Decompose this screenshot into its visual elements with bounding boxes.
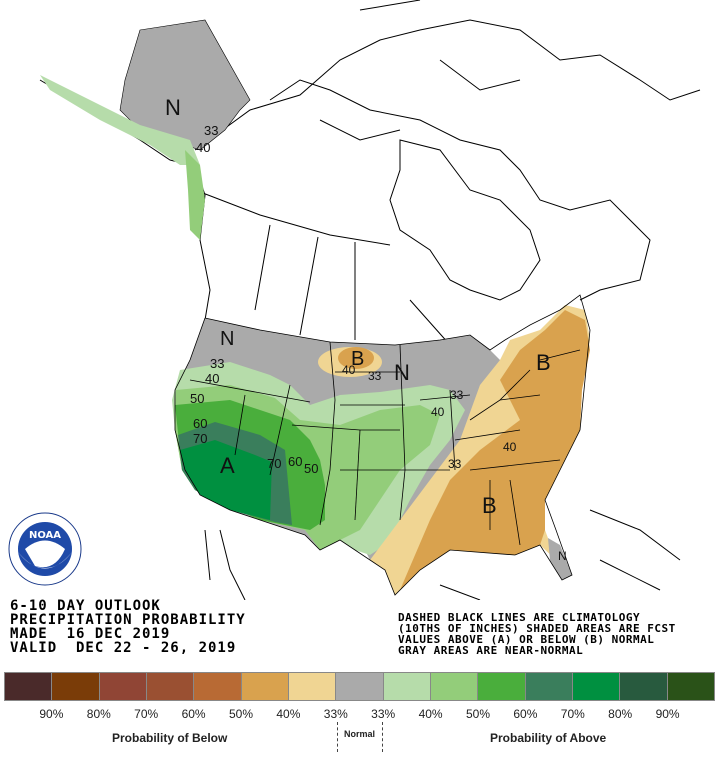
note-line-2: (10THS OF INCHES) SHADED AREAS ARE FCST [398, 622, 676, 635]
note-line-3: VALUES ABOVE (A) OR BELOW (B) NORMAL [398, 633, 655, 646]
label-gl-33: 33 [450, 388, 464, 402]
normal-divider-right [382, 722, 383, 752]
made-date: MADE 16 DEC 2019 [10, 626, 171, 642]
label-sw-a: A [220, 453, 235, 478]
legend-label: 90% [655, 707, 680, 721]
note-line-4: GRAY AREAS ARE NEAR-NORMAL [398, 644, 584, 657]
alaska-above-area [40, 75, 200, 165]
nd-below-40-area [338, 347, 374, 369]
legend-label: 50% [465, 707, 491, 721]
label-se-40: 40 [503, 440, 517, 454]
label-se-b: B [482, 493, 497, 518]
legend-label: 40% [276, 707, 301, 721]
legend-swatch [383, 673, 431, 700]
legend-swatch [620, 673, 668, 700]
florida-near-normal-area [548, 538, 572, 580]
label-gl-40: 40 [431, 405, 445, 419]
label-nw-50: 50 [190, 391, 204, 406]
label-nw-60: 60 [193, 416, 207, 431]
legend-label: 40% [418, 707, 443, 721]
panhandle-above-area [185, 150, 205, 240]
legend-swatch [525, 673, 573, 700]
legend-swatch [52, 673, 100, 700]
noaa-logo-text: NOAA [29, 530, 61, 541]
label-se-33: 33 [448, 457, 462, 471]
legend-swatch [241, 673, 289, 700]
legend-label: 33% [323, 707, 348, 721]
label-nw-40: 40 [205, 371, 219, 386]
probability-legend [4, 672, 715, 701]
legend-label: 80% [86, 707, 111, 721]
above-caption: Probability of Above [490, 731, 607, 745]
label-nw-n: N [220, 328, 234, 350]
legend-label: 90% [39, 707, 64, 721]
label-sw-50: 50 [304, 461, 318, 476]
legend-swatch [146, 673, 195, 700]
label-ne-b: B [536, 350, 551, 375]
label-nd-b: B [351, 348, 364, 370]
noaa-logo: NOAA [8, 512, 82, 586]
legend-swatch [194, 673, 242, 700]
label-fl-n: N [558, 549, 567, 563]
legend-label: 70% [134, 707, 159, 721]
label-sw-70: 70 [267, 456, 281, 471]
outlook-map: N 33 40 N 33 40 50 60 70 A 70 60 50 B 40… [8, 0, 701, 600]
legend-label: 60% [181, 707, 206, 721]
below-caption: Probability of Below [112, 731, 228, 745]
legend-swatch [667, 673, 714, 700]
normal-divider-left [337, 722, 338, 752]
label-nd-33: 33 [368, 369, 382, 383]
label-alaska-40: 40 [196, 140, 210, 155]
legend-label: 60% [513, 707, 538, 721]
above-80-area [180, 440, 272, 520]
legend-swatch [478, 673, 526, 700]
map-labels: N 33 40 N 33 40 50 60 70 A 70 60 50 B 40… [165, 95, 567, 563]
label-alaska-n: N [165, 95, 181, 120]
state-lines [174, 294, 591, 596]
title-line-2: PRECIPITATION PROBABILITY [10, 612, 246, 628]
label-nw-70: 70 [193, 431, 207, 446]
legend-label: 33% [371, 707, 396, 721]
below-40-area [400, 310, 590, 590]
label-alaska-33: 33 [204, 123, 218, 138]
legend-swatch [288, 673, 337, 700]
title-line-1: 6-10 DAY OUTLOOK [10, 598, 161, 614]
label-nd-40: 40 [342, 363, 356, 377]
label-mw-n: N [394, 360, 410, 385]
legend-swatch [430, 673, 479, 700]
legend-swatch [336, 673, 384, 700]
legend-label: 80% [608, 707, 633, 721]
legend-swatch [572, 673, 621, 700]
outlook-title-block: 6-10 DAY OUTLOOK PRECIPITATION PROBABILI… [10, 599, 246, 655]
label-sw-60: 60 [288, 454, 302, 469]
legend-label: 70% [560, 707, 585, 721]
label-nw-33: 33 [210, 356, 224, 371]
valid-dates: VALID DEC 22 - 26, 2019 [10, 640, 237, 656]
legend-swatch [99, 673, 147, 700]
map-notes: DASHED BLACK LINES ARE CLIMATOLOGY (10TH… [398, 612, 676, 656]
note-line-1: DASHED BLACK LINES ARE CLIMATOLOGY [398, 611, 641, 624]
legend-swatch [5, 673, 53, 700]
alaska-near-normal-area [119, 19, 251, 151]
legend-label: 50% [228, 707, 254, 721]
normal-caption: Normal [344, 729, 376, 739]
